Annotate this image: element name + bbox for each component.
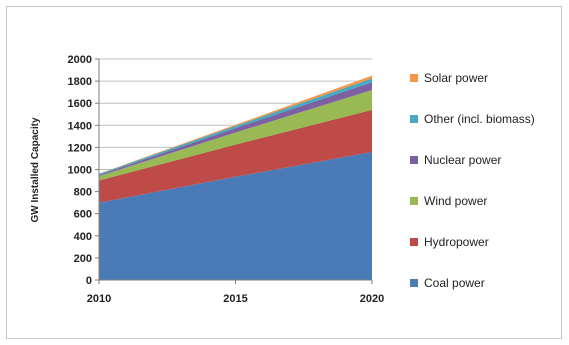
y-tick-label: 1400 — [68, 120, 92, 132]
area-coal-power — [99, 151, 372, 280]
legend-label-solar-power: Solar power — [424, 71, 488, 85]
y-tick-label: 1800 — [68, 76, 92, 88]
y-tick-label: 2000 — [68, 54, 92, 66]
y-axis-label: GW Installed Capacity — [30, 117, 41, 222]
area-series — [99, 75, 372, 280]
legend-label-other-incl-biomass: Other (incl. biomass) — [424, 112, 535, 126]
legend-label-wind-power: Wind power — [424, 194, 487, 208]
x-tick-label: 2020 — [360, 293, 384, 305]
area-wind-power — [99, 89, 372, 181]
y-tick-label: 400 — [74, 231, 92, 243]
area-hydropower — [99, 109, 372, 203]
legend-swatch-wind-power — [410, 197, 418, 205]
legend-swatch-solar-power — [410, 74, 418, 82]
legend-label-coal-power: Coal power — [424, 276, 485, 290]
y-tick-labels: 0 200 400 600 800 1000 1200 1400 1600 1800 2000 — [68, 54, 92, 287]
legend-label-hydropower: Hydropower — [424, 235, 489, 249]
y-tick-label: 800 — [74, 187, 92, 199]
legend-swatch-other-incl-biomass — [410, 115, 418, 123]
area-solar-power — [99, 75, 372, 174]
y-tick-label: 1000 — [68, 165, 92, 177]
legend-swatch-hydropower — [410, 238, 418, 246]
y-tick-label: 600 — [74, 209, 92, 221]
area-other-incl-biomass — [99, 78, 372, 176]
y-tick-label: 200 — [74, 253, 92, 265]
y-tick-label: 0 — [86, 275, 92, 287]
legend-swatch-coal-power — [410, 279, 418, 287]
legend-swatch-nuclear-power — [410, 156, 418, 164]
x-tick-label: 2010 — [87, 293, 111, 305]
legend: Solar power Other (incl. biomass) Nuclear … — [410, 71, 535, 290]
axes — [95, 58, 373, 284]
x-tick-label: 2015 — [223, 293, 247, 305]
y-tick-label: 1200 — [68, 142, 92, 154]
y-tick-label: 1600 — [68, 98, 92, 110]
legend-label-nuclear-power: Nuclear power — [424, 153, 501, 167]
x-tick-labels: 2010 2015 2020 — [87, 293, 384, 305]
area-nuclear-power — [99, 82, 372, 177]
